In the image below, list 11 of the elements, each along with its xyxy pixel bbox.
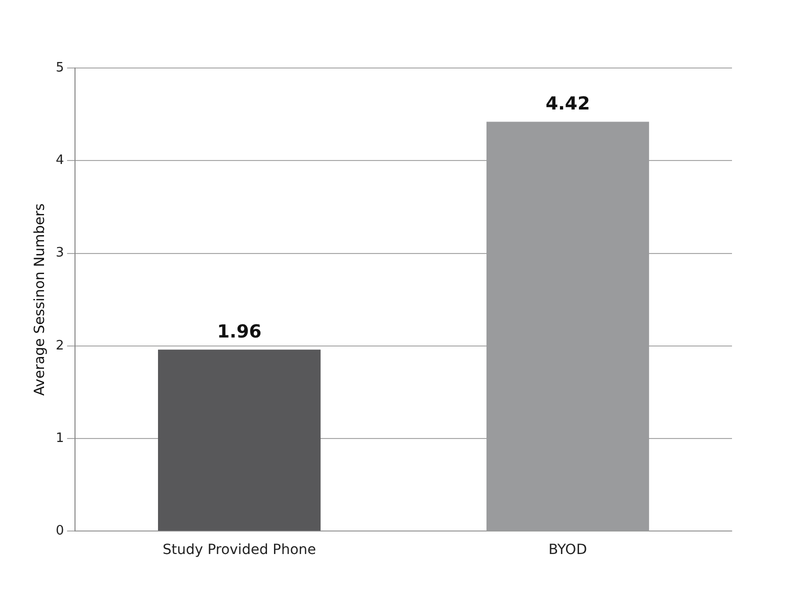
- y-tick-label: 1: [56, 430, 64, 446]
- y-tick-label: 5: [56, 60, 64, 76]
- y-tick-label: 2: [56, 338, 64, 354]
- y-axis-title: Average Sessinon Numbers: [32, 203, 48, 396]
- data-label: 1.96: [217, 321, 262, 342]
- y-tick-label: 3: [56, 246, 64, 261]
- y-tick-label: 0: [56, 524, 64, 539]
- y-tick-label: 4: [56, 153, 64, 168]
- data-label: 4.42: [546, 93, 590, 114]
- x-tick-label: Study Provided Phone: [162, 542, 316, 558]
- x-tick-label: BYOD: [548, 542, 587, 558]
